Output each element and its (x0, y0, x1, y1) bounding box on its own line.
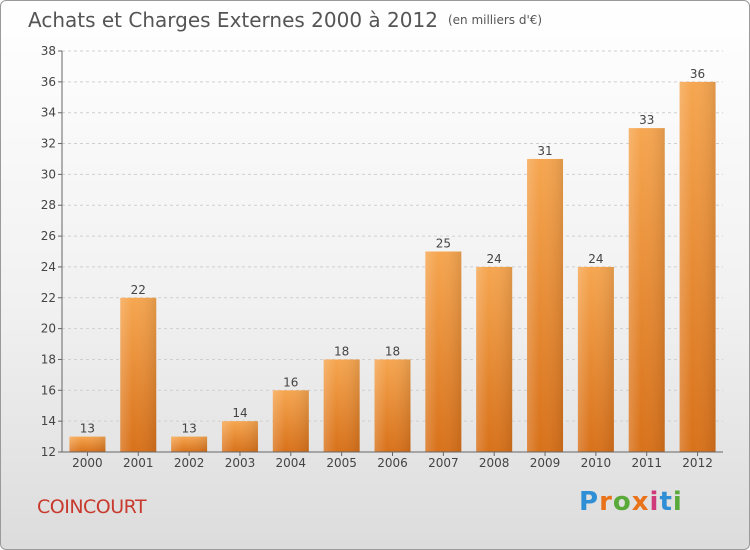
bar-shade (69, 436, 106, 452)
y-tick-label: 18 (41, 352, 56, 366)
y-tick-label: 32 (41, 137, 56, 151)
x-tick-label: 2007 (428, 456, 459, 470)
commune-name: COINCOURT (37, 496, 147, 518)
bar-shade (374, 359, 411, 452)
bar-shade (272, 390, 309, 452)
data-label: 13 (181, 422, 196, 436)
x-tick-label: 2000 (72, 456, 103, 470)
logo-letter: x (631, 487, 650, 517)
data-label: 24 (588, 252, 603, 266)
logo-letter: i (672, 487, 683, 517)
data-label: 18 (385, 344, 400, 358)
bar-shade (476, 266, 513, 452)
data-label: 24 (487, 252, 502, 266)
x-tick-label: 2006 (377, 456, 408, 470)
data-label: 22 (131, 283, 146, 297)
y-tick-label: 20 (41, 322, 56, 336)
chart-title: Achats et Charges Externes 2000 à 2012 (e… (28, 8, 542, 32)
title-text: Achats et Charges Externes 2000 à 2012 (28, 8, 438, 32)
y-tick-label: 30 (41, 167, 56, 181)
x-tick-label: 2012 (682, 456, 713, 470)
y-tick-label: 28 (41, 198, 56, 212)
bar-shade (577, 266, 614, 452)
y-tick-label: 26 (41, 229, 56, 243)
y-tick-label: 22 (41, 291, 56, 305)
data-label: 31 (537, 144, 552, 158)
x-tick-label: 2003 (225, 456, 256, 470)
logo-letter: P (579, 487, 600, 517)
bar-shade (628, 128, 665, 452)
unit-text: (en milliers d'€) (447, 13, 543, 27)
bar-shade (171, 436, 208, 452)
data-label: 14 (232, 406, 247, 420)
x-tick-label: 2004 (276, 456, 307, 470)
bar-shade (120, 297, 157, 452)
y-tick-label: 24 (41, 260, 56, 274)
bar-shade (221, 421, 258, 452)
y-tick-label: 34 (41, 106, 56, 120)
y-tick-label: 16 (41, 383, 56, 397)
data-label: 33 (639, 113, 654, 127)
bar-shade (679, 81, 716, 452)
bar-shade (323, 359, 360, 452)
axes: 12 14 16 18 20 22 24 26 28 30 32 34 36 38 2000 2001 2002… (41, 44, 723, 470)
y-tick-label: 12 (41, 445, 56, 459)
data-label: 16 (283, 375, 298, 389)
data-labels: 13 22 13 14 16 18 18 25 24 31 24 33 36 (80, 67, 705, 436)
y-tick-label: 36 (41, 75, 56, 89)
bar-shade (527, 158, 564, 452)
data-label: 36 (690, 67, 705, 81)
x-tick-label: 2001 (123, 456, 154, 470)
x-tick-label: 2002 (174, 456, 205, 470)
y-tick-label: 38 (41, 44, 56, 58)
logo-letter: i (649, 487, 660, 517)
logo-letter: t (659, 487, 673, 517)
x-tick-label: 2005 (326, 456, 357, 470)
data-label: 18 (334, 344, 349, 358)
x-tick-label: 2011 (631, 456, 662, 470)
x-tick-label: 2010 (581, 456, 612, 470)
bar-shade (425, 251, 462, 452)
logo-letter: o (612, 487, 632, 517)
x-tick-label: 2009 (530, 456, 561, 470)
logo-letter: r (599, 487, 613, 517)
proxiti-logo: Proxiti (579, 487, 683, 517)
data-label: 25 (436, 237, 451, 251)
data-label: 13 (80, 422, 95, 436)
x-tick-label: 2008 (479, 456, 510, 470)
bars (69, 81, 716, 452)
y-tick-label: 14 (41, 414, 56, 428)
